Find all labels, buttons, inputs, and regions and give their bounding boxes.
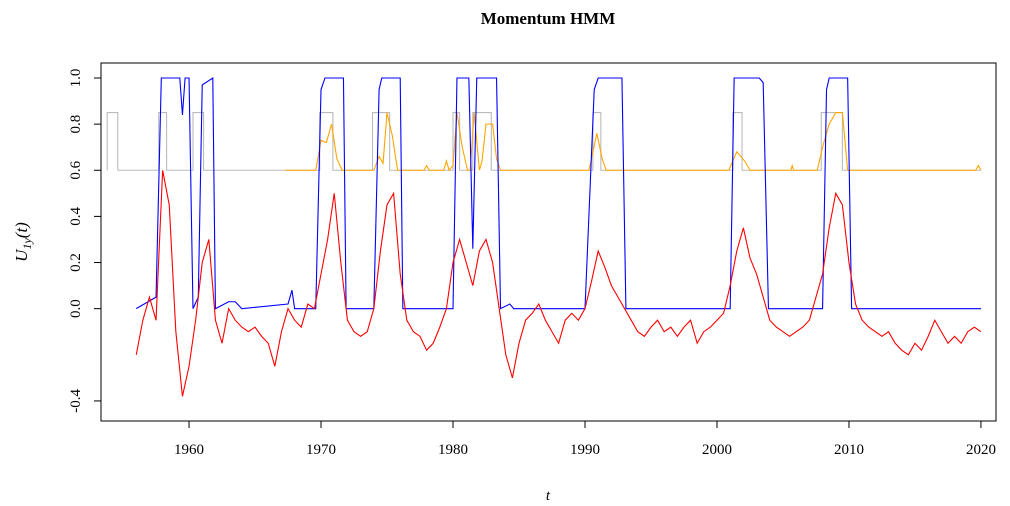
- y-tick-label: 0.8: [68, 115, 84, 134]
- x-tick-label: 2000: [702, 442, 732, 458]
- y-axis-label: U1y(t): [12, 222, 34, 262]
- y-label-sub: 1y: [20, 238, 34, 250]
- y-label-tail: (t): [12, 222, 31, 238]
- x-tick-label: 1980: [438, 442, 468, 458]
- x-tick-label: 1970: [306, 442, 336, 458]
- x-tick-label: 2010: [834, 442, 864, 458]
- x-tick-label: 2020: [966, 442, 996, 458]
- y-tick-label: 0.2: [68, 253, 84, 272]
- series-line: [285, 112, 982, 172]
- x-tick-label: 1960: [174, 442, 204, 458]
- x-axis-label: t: [546, 488, 551, 504]
- y-tick-label: 0.4: [68, 207, 84, 226]
- y-tick-label: 1.0: [68, 69, 84, 88]
- series-line: [135, 76, 981, 310]
- y-tick-label: -0.4: [68, 389, 84, 413]
- y-tick-label: 0.0: [68, 299, 84, 318]
- series-line: [135, 170, 982, 397]
- y-tick-label: 0.6: [68, 160, 84, 179]
- plot-frame: [100, 62, 997, 422]
- series-line: [106, 112, 981, 171]
- y-label-main: U: [12, 248, 31, 262]
- chart-title: Momentum HMM: [481, 9, 616, 28]
- x-tick-label: 1990: [570, 442, 600, 458]
